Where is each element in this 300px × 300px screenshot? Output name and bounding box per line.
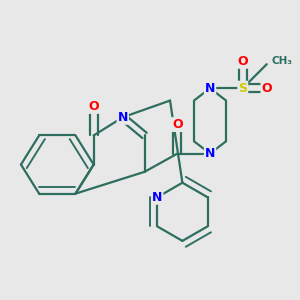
Text: O: O (172, 118, 183, 131)
Text: N: N (205, 82, 215, 95)
Text: O: O (88, 100, 99, 113)
Text: N: N (152, 191, 162, 204)
Text: S: S (238, 82, 247, 95)
Text: N: N (118, 111, 128, 124)
Text: O: O (237, 55, 248, 68)
Text: N: N (205, 147, 215, 160)
Text: O: O (261, 82, 272, 95)
Text: CH₃: CH₃ (272, 56, 293, 66)
